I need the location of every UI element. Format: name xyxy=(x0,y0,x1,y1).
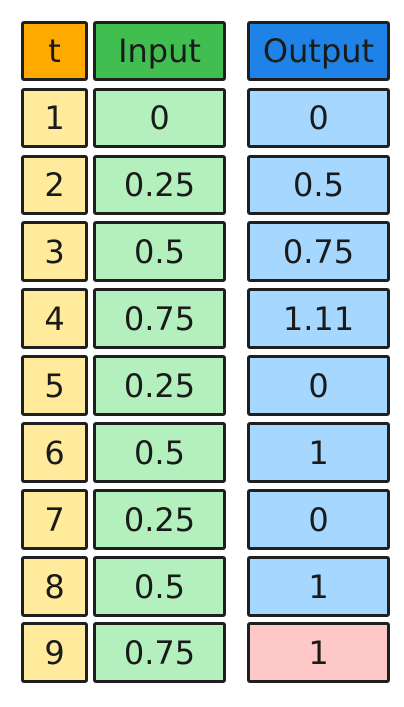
t-cell: 2 xyxy=(21,155,88,215)
output-cell: 1 xyxy=(247,622,390,683)
output-cell: 0 xyxy=(247,489,390,550)
header-t: t xyxy=(21,21,88,81)
input-cell: 0.25 xyxy=(93,355,226,416)
t-cell: 1 xyxy=(21,88,88,148)
t-cell: 3 xyxy=(21,221,88,282)
output-cell: 1 xyxy=(247,422,390,483)
header-output: Output xyxy=(247,21,390,81)
t-cell: 5 xyxy=(21,355,88,416)
output-cell: 1.11 xyxy=(247,288,390,349)
t-cell: 7 xyxy=(21,489,88,550)
output-cell: 1 xyxy=(247,556,390,617)
t-cell: 9 xyxy=(21,622,88,683)
header-input: Input xyxy=(93,21,226,81)
input-cell: 0.5 xyxy=(93,556,226,617)
input-cell: 0 xyxy=(93,88,226,148)
output-cell: 0.75 xyxy=(247,221,390,282)
input-cell: 0.75 xyxy=(93,288,226,349)
output-cell: 0.5 xyxy=(247,155,390,215)
input-cell: 0.25 xyxy=(93,155,226,215)
input-cell: 0.5 xyxy=(93,221,226,282)
input-cell: 0.5 xyxy=(93,422,226,483)
output-cell: 0 xyxy=(247,88,390,148)
t-cell: 6 xyxy=(21,422,88,483)
t-cell: 4 xyxy=(21,288,88,349)
output-cell: 0 xyxy=(247,355,390,416)
t-cell: 8 xyxy=(21,556,88,617)
input-cell: 0.75 xyxy=(93,622,226,683)
input-cell: 0.25 xyxy=(93,489,226,550)
